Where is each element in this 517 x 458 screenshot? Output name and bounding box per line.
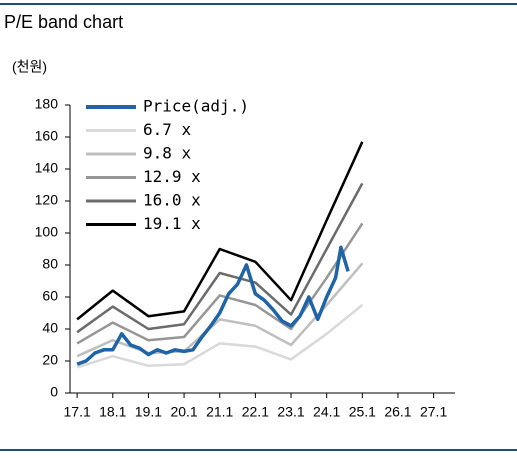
x-tick-label: 22.1 (242, 404, 269, 420)
x-tick-label: 20.1 (170, 404, 197, 420)
legend-label: 19.1 x (143, 214, 201, 233)
y-axis-label: (천원) (12, 59, 47, 75)
y-tick-label: 140 (35, 160, 59, 176)
x-tick-label: 21.1 (206, 404, 233, 420)
y-tick-label: 20 (42, 352, 58, 368)
y-tick-label: 120 (35, 192, 59, 208)
legend-label: 6.7 x (143, 120, 192, 139)
y-tick-label: 40 (42, 320, 58, 336)
y-tick-label: 80 (42, 256, 58, 272)
y-tick-label: 60 (42, 288, 58, 304)
x-tick-label: 24.1 (313, 404, 340, 420)
y-tick-label: 0 (50, 384, 58, 400)
legend-label: 9.8 x (143, 144, 192, 163)
y-tick-label: 180 (35, 96, 59, 112)
series-line (76, 304, 364, 369)
y-tick-label: 160 (35, 128, 59, 144)
chart-title: P/E band chart (4, 12, 123, 32)
x-tick-label: 19.1 (135, 404, 162, 420)
series-line (76, 141, 364, 321)
x-tick-label: 27.1 (420, 404, 447, 420)
legend-label: Price(adj.) (143, 97, 249, 116)
x-tick-label: 25.1 (349, 404, 376, 420)
y-tick-label: 100 (35, 224, 59, 240)
series-line (76, 222, 364, 345)
series-line (76, 262, 364, 358)
x-tick-label: 18.1 (99, 404, 126, 420)
x-tick-label: 26.1 (384, 404, 411, 420)
x-tick-label: 23.1 (277, 404, 304, 420)
series-line (76, 182, 364, 334)
series-line (76, 245, 350, 366)
x-tick-label: 17.1 (64, 404, 91, 420)
legend-label: 12.9 x (143, 167, 201, 186)
legend-label: 16.0 x (143, 191, 201, 210)
